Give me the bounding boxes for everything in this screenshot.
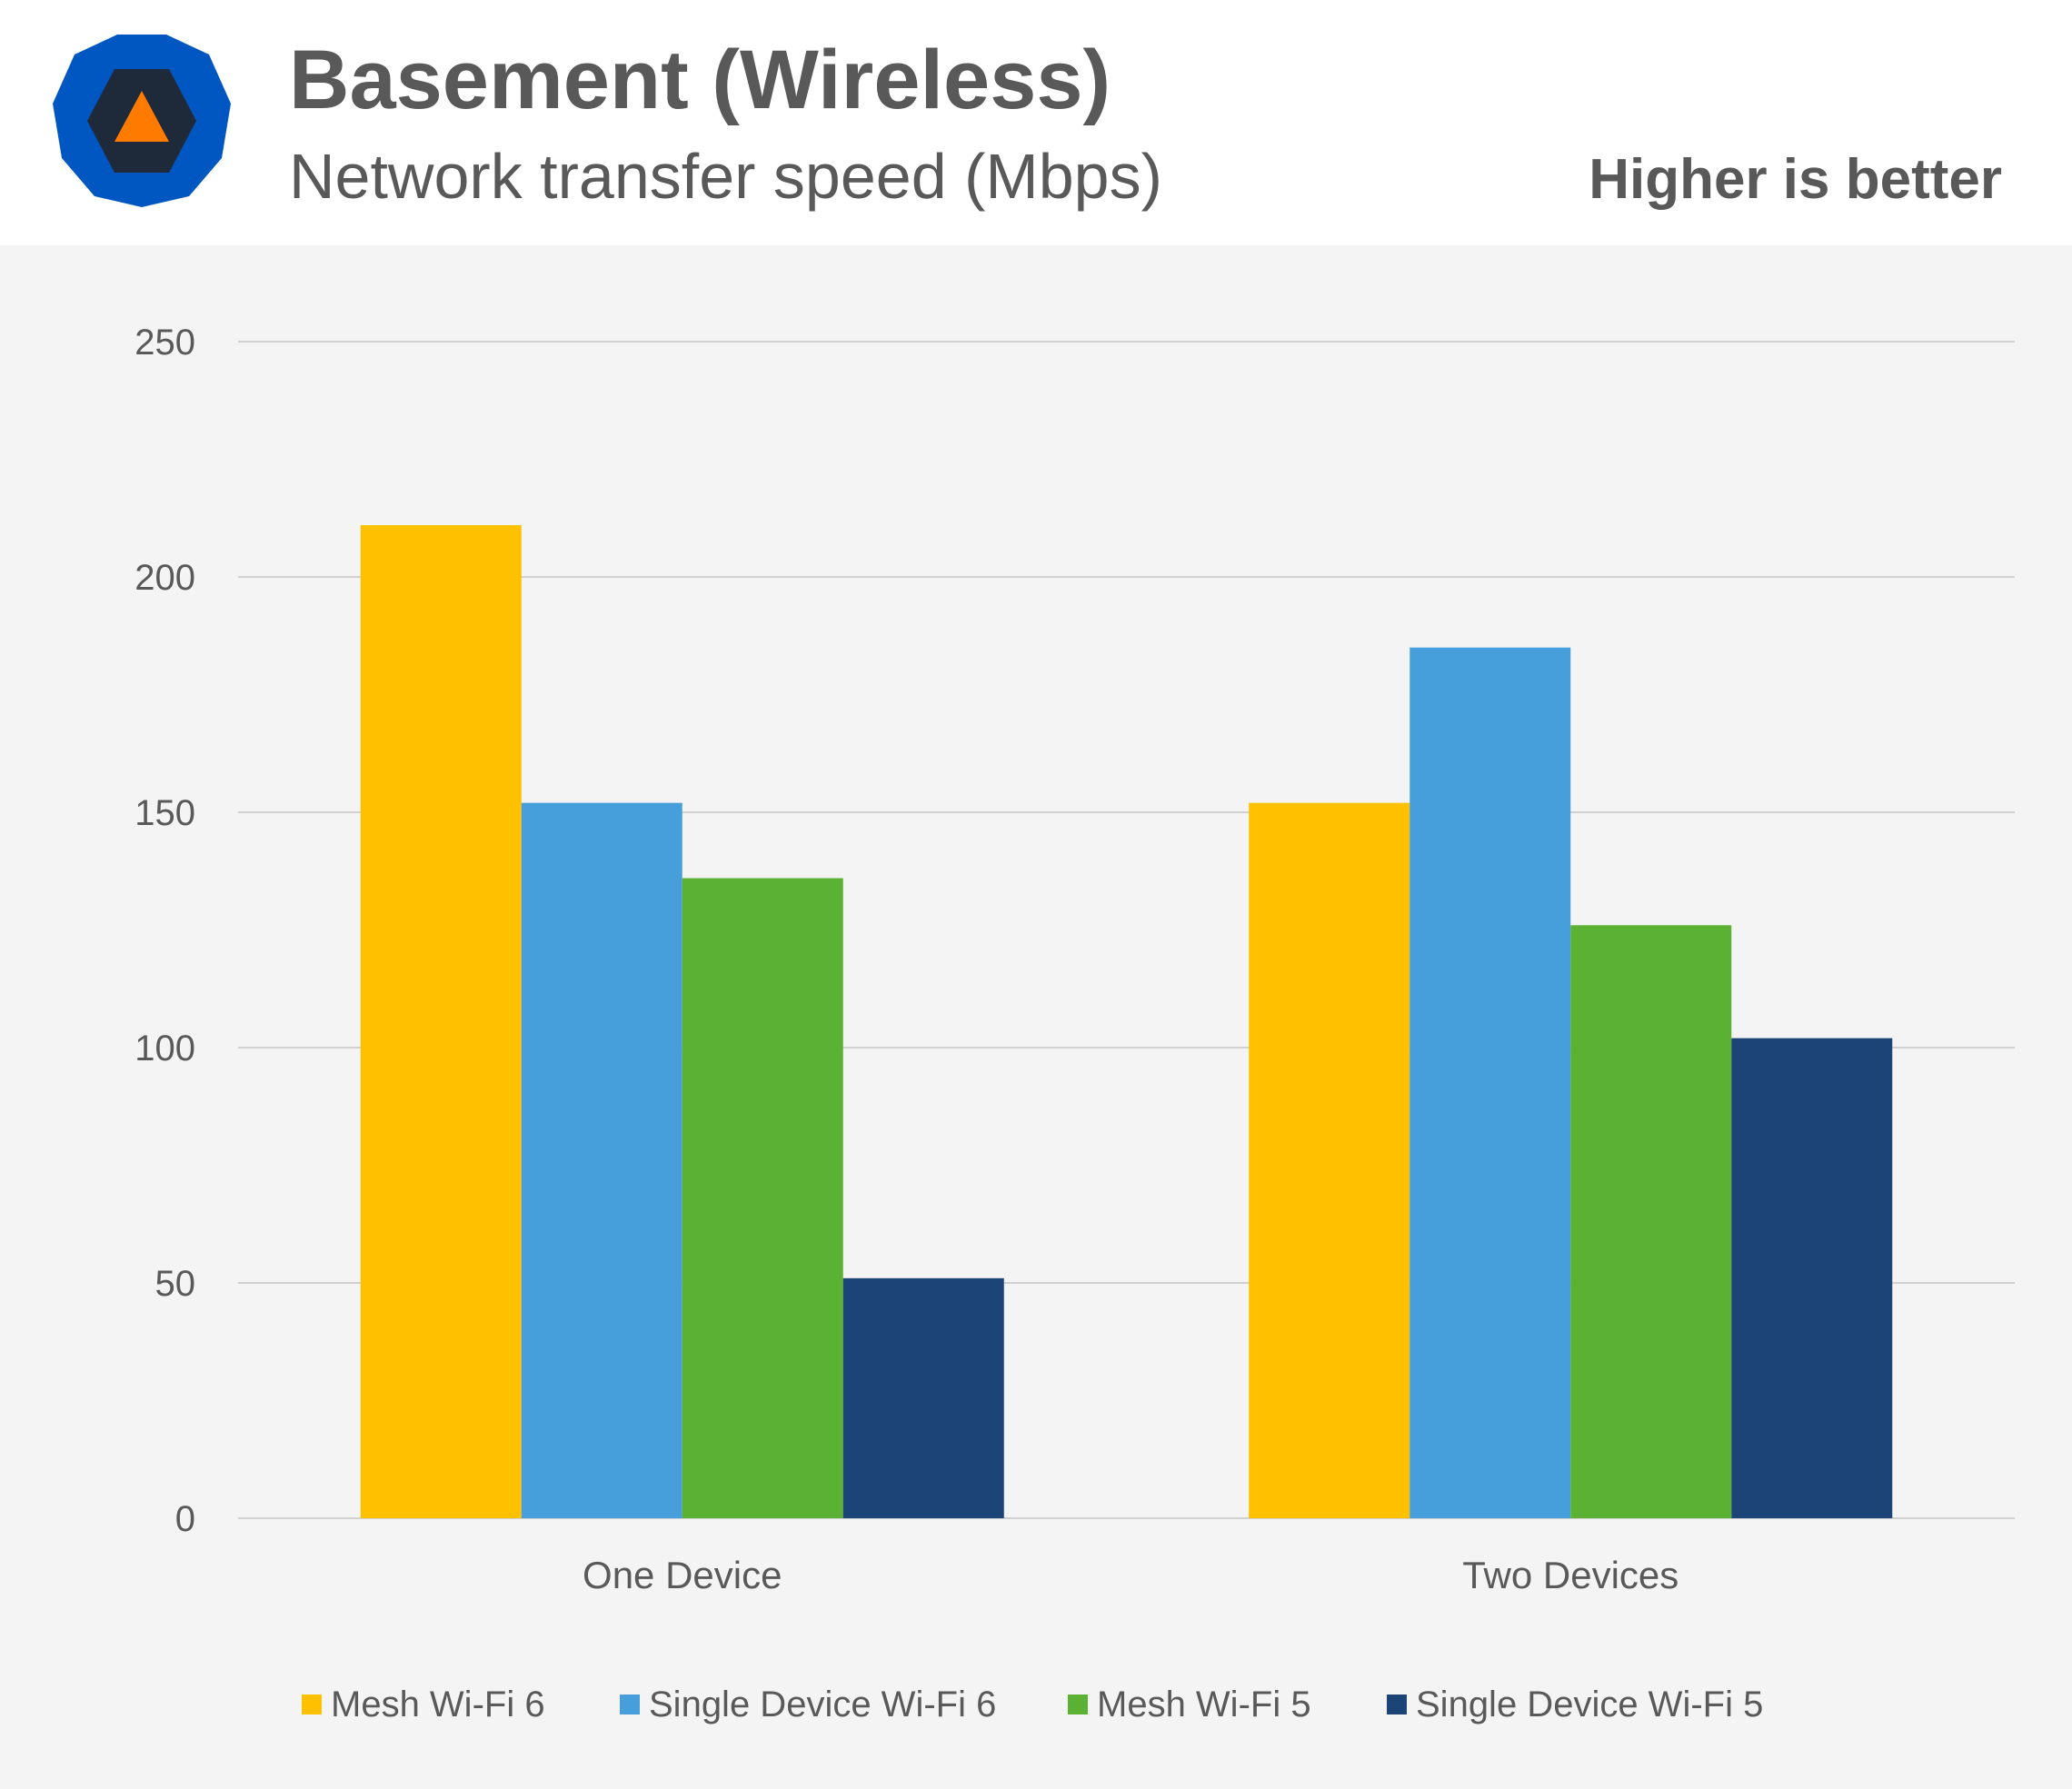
y-tick-label: 50 (155, 1264, 196, 1304)
bar (682, 878, 843, 1518)
bar (1249, 802, 1410, 1518)
legend-item: Mesh Wi-Fi 6 (302, 1677, 545, 1732)
legend-item: Single Device Wi-Fi 5 (1387, 1677, 1763, 1732)
logo-triangle (115, 91, 169, 142)
legend-label: Mesh Wi-Fi 5 (1097, 1684, 1311, 1724)
bar (1570, 925, 1732, 1518)
chart-title: Basement (Wireless) (289, 34, 1111, 126)
legend-swatch (302, 1695, 322, 1714)
chart-legend: Mesh Wi-Fi 6 Single Device Wi-Fi 6 Mesh Wi… (0, 1677, 2072, 1732)
y-tick-label: 0 (175, 1499, 195, 1539)
bar (1410, 647, 1571, 1518)
legend-swatch (1068, 1695, 1088, 1714)
bar (842, 1277, 1004, 1518)
legend-swatch (620, 1695, 640, 1714)
chart-header: Basement (Wireless) Network transfer spe… (0, 0, 2072, 245)
bar (1731, 1038, 1893, 1518)
y-tick-label: 200 (134, 558, 195, 598)
chart-subtitle: Network transfer speed (Mbps) (289, 141, 1162, 212)
bar (360, 525, 522, 1518)
legend-item: Single Device Wi-Fi 6 (620, 1677, 996, 1732)
logo-icon (53, 35, 231, 207)
legend-item: Mesh Wi-Fi 5 (1068, 1677, 1311, 1732)
y-tick-label: 100 (134, 1029, 195, 1068)
x-category-label: Two Devices (1462, 1554, 1679, 1596)
legend-label: Single Device Wi-Fi 6 (649, 1684, 997, 1724)
legend-swatch (1387, 1695, 1407, 1714)
legend-label: Single Device Wi-Fi 5 (1416, 1684, 1764, 1724)
legend-label: Mesh Wi-Fi 6 (331, 1684, 545, 1724)
higher-is-better-note: Higher is better (1589, 148, 2002, 211)
y-tick-label: 250 (134, 323, 195, 363)
y-tick-label: 150 (134, 793, 195, 833)
bar (521, 802, 682, 1518)
x-category-label: One Device (583, 1554, 782, 1596)
